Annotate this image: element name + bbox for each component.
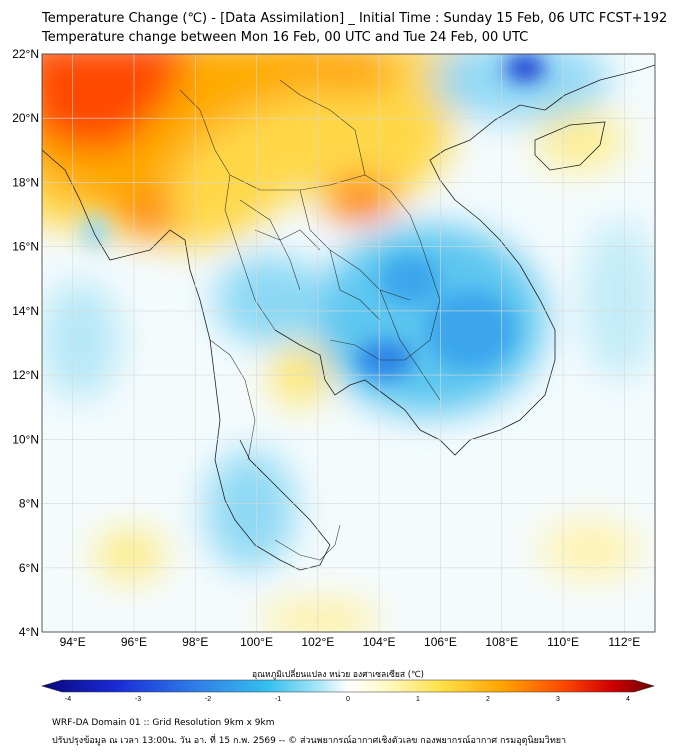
colorbar-title: อุณหภูมิเปลี่ยนแปลง หน่วย องศาเซลเซียส (… xyxy=(252,670,424,680)
colorbar-tick-labels: -4 -3 -2 -1 0 1 2 3 4 xyxy=(65,696,630,703)
lon-tick-label: 104°E xyxy=(363,635,396,649)
chart-title: Temperature Change (℃) - [Data Assimilat… xyxy=(42,11,668,26)
colorbar-ramp xyxy=(40,679,656,693)
colorbar-tick: -3 xyxy=(135,696,141,703)
lat-tick-label: 8°N xyxy=(19,497,39,511)
colorbar-tick: -1 xyxy=(275,696,281,703)
lat-tick-label: 12°N xyxy=(12,368,39,382)
lon-tick-label: 100°E xyxy=(240,635,273,649)
colorbar-tick: 3 xyxy=(556,696,560,703)
coastlines xyxy=(42,64,655,571)
colorbar: -4 -3 -2 -1 0 1 2 3 4 xyxy=(40,679,656,703)
country-borders xyxy=(179,79,441,561)
lon-tick-label: 106°E xyxy=(424,635,457,649)
footer-model-info: WRF-DA Domain 01 :: Grid Resolution 9km … xyxy=(52,718,275,728)
colorbar-tick: 2 xyxy=(486,696,490,703)
lon-tick-label: 98°E xyxy=(182,635,208,649)
lat-tick-label: 14°N xyxy=(12,304,39,318)
lat-tick-label: 18°N xyxy=(12,175,39,189)
lat-tick-label: 20°N xyxy=(12,111,39,125)
lat-tick-label: 4°N xyxy=(19,625,39,639)
lat-tick-label: 22°N xyxy=(12,47,39,61)
lon-tick-label: 94°E xyxy=(60,635,86,649)
colorbar-tick: -2 xyxy=(205,696,211,703)
lon-tick-label: 110°E xyxy=(547,635,579,649)
chart-subtitle: Temperature change between Mon 16 Feb, 0… xyxy=(42,30,529,45)
lon-tick-label: 108°E xyxy=(485,635,518,649)
lat-tick-label: 10°N xyxy=(12,432,39,446)
lat-tick-label: 16°N xyxy=(12,240,39,254)
colorbar-tick: -4 xyxy=(65,696,71,703)
lon-tick-label: 102°E xyxy=(301,635,334,649)
footer-credit: ปรับปรุงข้อมูล ณ เวลา 13:00น. วัน อา. ที… xyxy=(52,736,567,746)
colorbar-tick: 1 xyxy=(416,696,420,703)
longitude-labels: 94°E 96°E 98°E 100°E 102°E 104°E 106°E 108°E 110… xyxy=(60,635,641,649)
colorbar-tick: 4 xyxy=(626,696,630,703)
latitude-labels: 22°N 20°N 18°N 16°N 14°N 12°N 10°N 8°N 6°N 4°N xyxy=(12,47,39,639)
plot-frame xyxy=(41,53,656,633)
lat-tick-label: 6°N xyxy=(19,561,39,575)
colorbar-tick: 0 xyxy=(346,696,350,703)
temperature-field xyxy=(42,54,655,632)
lon-tick-label: 96°E xyxy=(121,635,147,649)
lon-tick-label: 112°E xyxy=(608,635,640,649)
